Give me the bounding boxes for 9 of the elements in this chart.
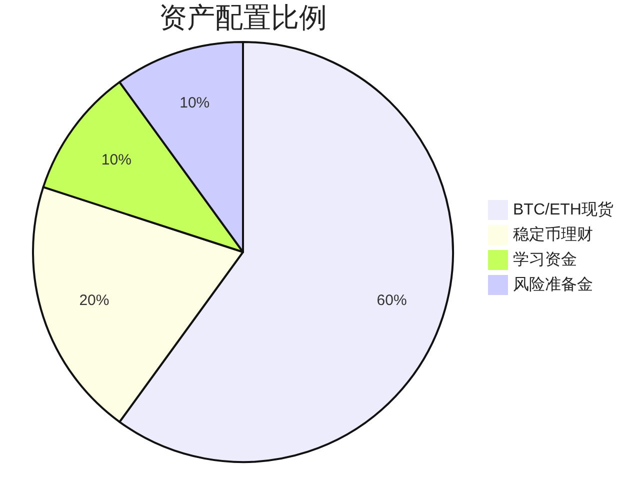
legend-label: 风险准备金: [513, 276, 593, 294]
data-label: 10%: [180, 94, 210, 112]
chart-title: 资产配置比例: [159, 2, 327, 33]
data-label: 20%: [79, 292, 110, 309]
data-label: 10%: [101, 152, 132, 169]
legend-label: 稳定币理财: [513, 226, 593, 244]
data-label: 60%: [376, 292, 407, 309]
legend-label: 学习资金: [513, 250, 577, 268]
legend-label: BTC/ETH现货: [513, 200, 614, 218]
